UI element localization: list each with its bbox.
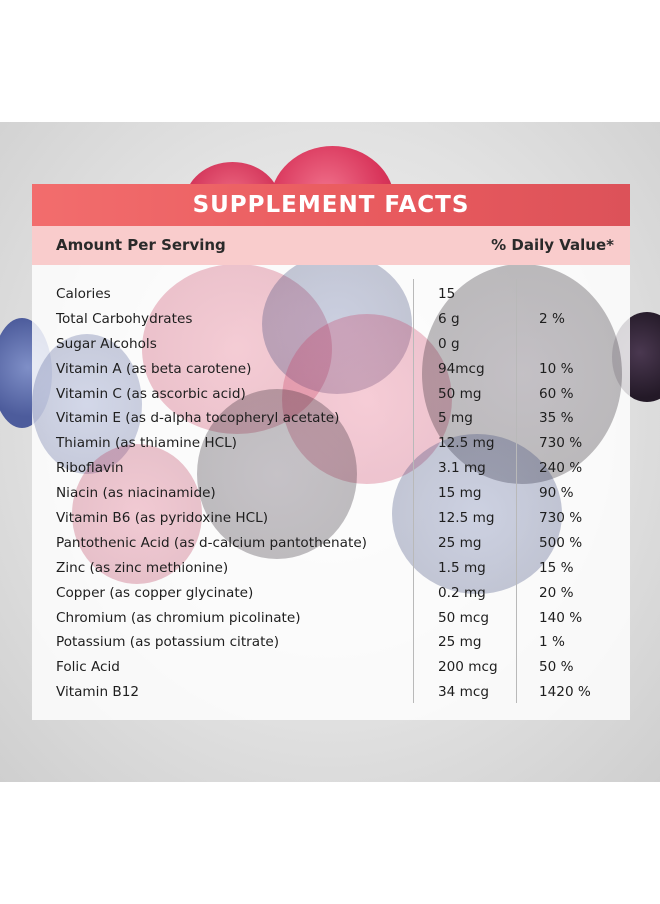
nutrient-name: Niacin (as niacinamide) (56, 485, 216, 502)
nutrient-daily-value: 500 % (539, 534, 583, 551)
nutrient-row: Pantothenic Acid (as d-calcium pantothen… (32, 531, 630, 556)
nutrient-row: Zinc (as zinc methionine) 1.5 mg 15 % (32, 556, 630, 581)
nutrient-name: Vitamin E (as d-alpha tocopheryl acetate… (56, 410, 340, 427)
berry-backdrop (72, 444, 202, 584)
nutrient-name: Pantothenic Acid (as d-calcium pantothen… (56, 534, 367, 551)
nutrient-name: Vitamin A (as beta carotene) (56, 360, 252, 377)
nutrient-name: Vitamin B6 (as pyridoxine HCL) (56, 510, 269, 527)
nutrient-daily-value: 240 % (539, 460, 583, 477)
berry-backdrop (422, 264, 622, 484)
column-divider (413, 279, 414, 703)
nutrient-row: Folic Acid 200 mcg 50 % (32, 655, 630, 680)
nutrient-name: Thiamin (as thiamine HCL) (56, 435, 237, 452)
nutrient-row: Calories 15 (32, 282, 630, 307)
nutrient-daily-value: 60 % (539, 385, 574, 402)
column-header-bar: Amount Per Serving % Daily Value* (32, 226, 630, 265)
nutrient-daily-value: 1 % (539, 634, 565, 651)
nutrient-row: Vitamin A (as beta carotene) 94mcg 10 % (32, 357, 630, 382)
nutrient-daily-value: 1420 % (539, 684, 591, 701)
nutrient-name: Zinc (as zinc methionine) (56, 559, 229, 576)
berry-backdrop (32, 334, 142, 474)
nutrient-amount: 6 g (438, 310, 460, 327)
nutrient-name: Potassium (as potassium citrate) (56, 634, 280, 651)
nutrient-row: Chromium (as chromium picolinate) 50 mcg 1… (32, 606, 630, 631)
nutrient-name: Total Carbohydrates (56, 310, 193, 327)
nutrient-daily-value: 20 % (539, 584, 574, 601)
nutrient-amount: 15 mg (438, 485, 482, 502)
daily-value-label: % Daily Value* (491, 236, 614, 254)
nutrient-row: Thiamin (as thiamine HCL) 12.5 mg 730 % (32, 431, 630, 456)
nutrient-row: Vitamin B12 34 mcg 1420 % (32, 680, 630, 705)
nutrient-amount: 50 mg (438, 385, 482, 402)
nutrient-name: Copper (as copper glycinate) (56, 584, 254, 601)
berry-backdrop (262, 254, 412, 394)
nutrient-amount: 94mcg (438, 360, 485, 377)
nutrient-row: Riboflavin 3.1 mg 240 % (32, 456, 630, 481)
nutrient-daily-value: 35 % (539, 410, 574, 427)
nutrient-row: Niacin (as niacinamide) 15 mg 90 % (32, 481, 630, 506)
nutrient-amount: 12.5 mg (438, 435, 495, 452)
nutrient-amount: 12.5 mg (438, 510, 495, 527)
nutrient-daily-value: 10 % (539, 360, 574, 377)
nutrient-daily-value: 15 % (539, 559, 574, 576)
nutrient-name: Calories (56, 286, 111, 302)
nutrient-amount: 25 mg (438, 634, 482, 651)
nutrient-row: Copper (as copper glycinate) 0.2 mg 20 % (32, 581, 630, 606)
nutrient-amount: 5 mg (438, 410, 473, 427)
nutrient-amount: 50 mcg (438, 609, 489, 626)
nutrient-row: Sugar Alcohols 0 g (32, 332, 630, 357)
nutrient-daily-value: 730 % (539, 435, 583, 452)
nutrient-daily-value: 50 % (539, 659, 574, 676)
amount-per-serving-label: Amount Per Serving (56, 236, 226, 254)
nutrient-row: Potassium (as potassium citrate) 25 mg 1 % (32, 630, 630, 655)
panel-title: SUPPLEMENT FACTS (32, 184, 630, 226)
nutrient-amount: 0 g (438, 335, 460, 352)
nutrient-list: Calories 15 Total Carbohydrates 6 g 2 % Sugar… (32, 282, 630, 705)
nutrient-name: Vitamin C (as ascorbic acid) (56, 385, 246, 402)
nutrient-daily-value: 2 % (539, 310, 565, 327)
nutrient-name: Riboflavin (56, 460, 124, 477)
nutrient-amount: 3.1 mg (438, 460, 486, 477)
nutrient-amount: 200 mcg (438, 659, 498, 676)
nutrient-row: Vitamin C (as ascorbic acid) 50 mg 60 % (32, 382, 630, 407)
nutrient-daily-value: 140 % (539, 609, 583, 626)
nutrient-amount: 0.2 mg (438, 584, 486, 601)
nutrient-name: Chromium (as chromium picolinate) (56, 609, 301, 626)
column-divider (516, 279, 517, 703)
nutrient-daily-value: 730 % (539, 510, 583, 527)
nutrient-row: Vitamin B6 (as pyridoxine HCL) 12.5 mg 730… (32, 506, 630, 531)
nutrient-amount: 1.5 mg (438, 559, 486, 576)
nutrient-row: Vitamin E (as d-alpha tocopheryl acetate… (32, 406, 630, 431)
berry-backdrop (197, 389, 357, 559)
nutrient-name: Folic Acid (56, 659, 120, 676)
nutrient-row: Total Carbohydrates 6 g 2 % (32, 307, 630, 332)
berry-backdrop (142, 264, 332, 434)
nutrient-name: Vitamin B12 (56, 684, 140, 701)
nutrient-daily-value: 90 % (539, 485, 574, 502)
nutrient-amount: 34 mcg (438, 684, 489, 701)
berry-backdrop (282, 314, 452, 484)
berry-backdrop (392, 434, 562, 594)
nutrient-amount: 15 (438, 286, 456, 302)
supplement-facts-panel: SUPPLEMENT FACTS Amount Per Serving % Da… (32, 184, 630, 720)
nutrient-amount: 25 mg (438, 534, 482, 551)
nutrient-name: Sugar Alcohols (56, 335, 157, 352)
